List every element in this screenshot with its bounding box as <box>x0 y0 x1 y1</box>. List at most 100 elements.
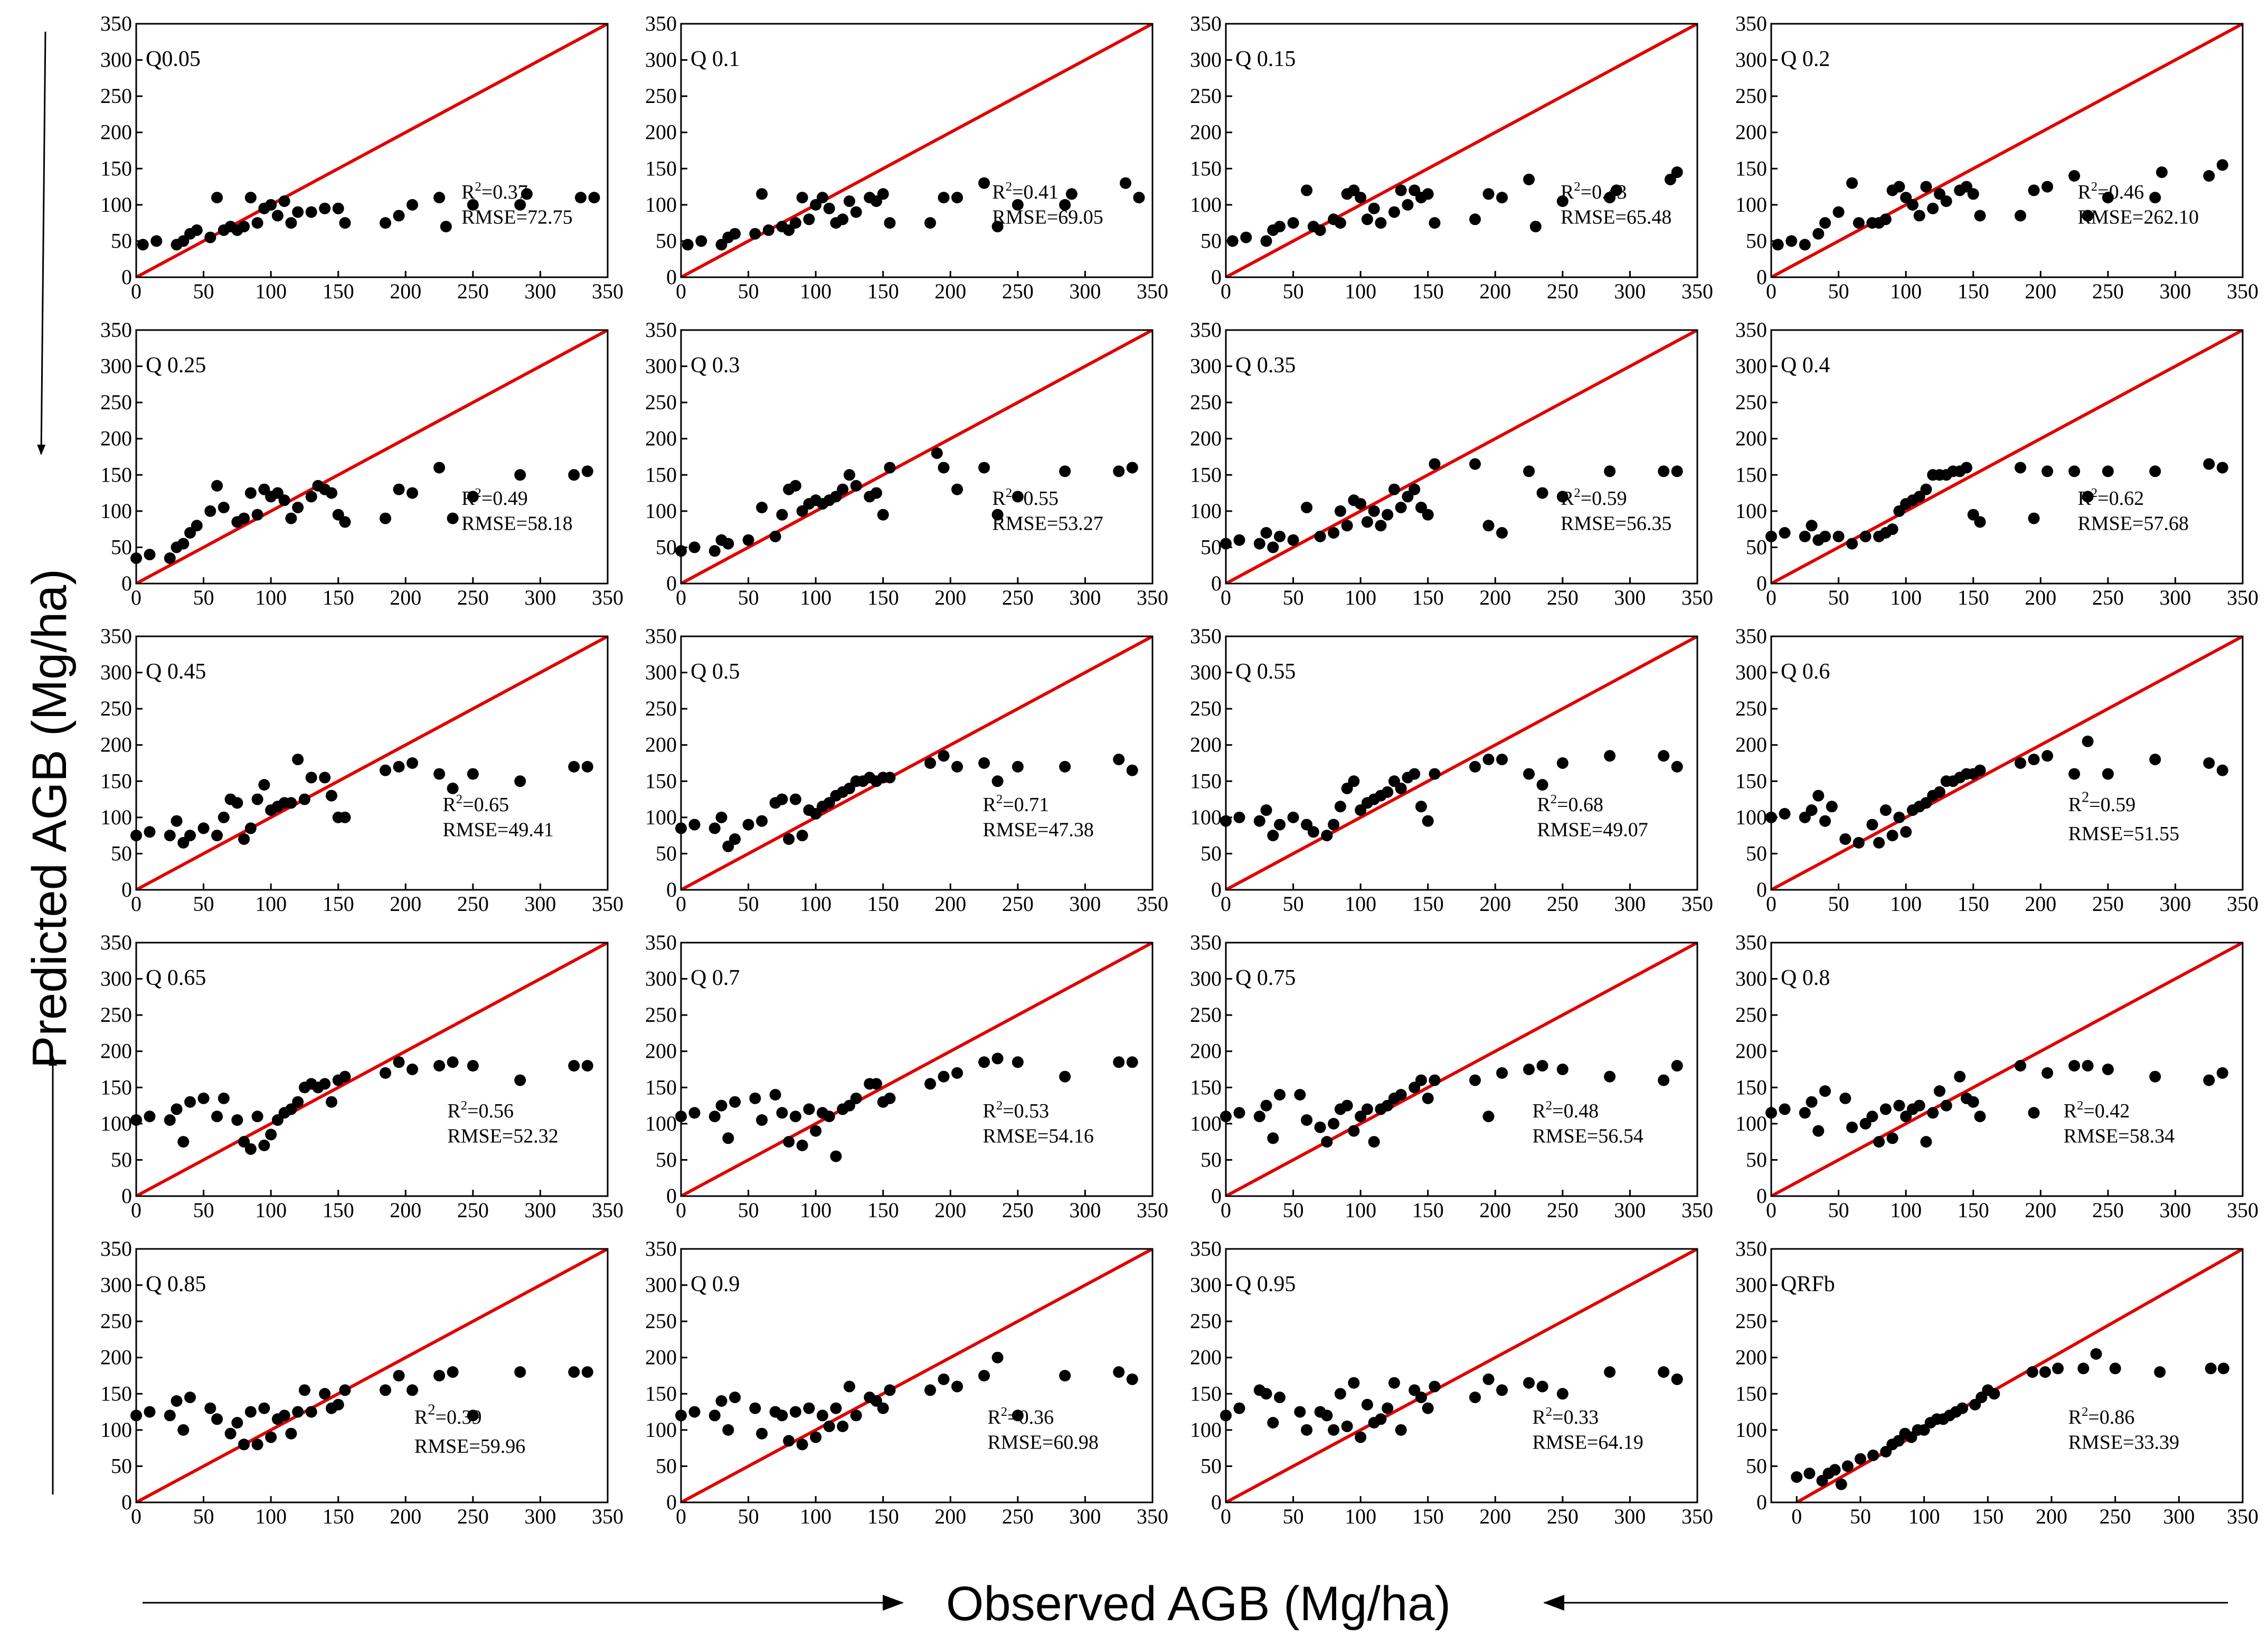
data-point <box>2028 1107 2040 1119</box>
x-tick-label: 350 <box>1137 279 1168 303</box>
y-tick-label: 0 <box>1756 878 1767 901</box>
y-tick-label: 150 <box>1190 156 1222 180</box>
x-tick-label: 200 <box>934 1505 966 1528</box>
data-point <box>1395 184 1407 196</box>
data-point <box>776 509 788 521</box>
y-tick-label: 100 <box>1735 193 1767 217</box>
data-point <box>1988 1388 2000 1400</box>
y-tick-label: 350 <box>1190 1237 1222 1261</box>
data-point <box>1604 1366 1616 1378</box>
data-point <box>258 1402 270 1414</box>
r-squared-label: R2=0.48 <box>1532 1098 1599 1122</box>
data-point <box>1267 830 1279 842</box>
data-point <box>1658 1366 1670 1378</box>
data-point <box>1314 530 1326 542</box>
x-tick-label: 0 <box>1221 586 1231 609</box>
x-tick-label: 250 <box>1002 279 1034 303</box>
y-tick-label: 50 <box>656 229 677 252</box>
data-point <box>688 541 701 553</box>
data-point <box>1806 804 1818 816</box>
data-point <box>467 1060 479 1072</box>
data-point <box>339 811 351 823</box>
data-point <box>204 1402 216 1414</box>
rmse-label: RMSE=65.48 <box>1561 206 1671 229</box>
y-tick-label: 100 <box>100 1112 132 1135</box>
x-tick-label: 250 <box>2092 892 2124 916</box>
x-tick-label: 0 <box>131 1198 141 1222</box>
x-tick-label: 150 <box>867 279 899 303</box>
panel-18: 0 50 100 150 200 250 300 350 0 50 100 150 200 250 300 3… <box>645 1237 1168 1528</box>
data-point <box>1274 221 1286 232</box>
data-point <box>238 512 250 524</box>
x-tick-label: 350 <box>592 279 623 303</box>
data-point <box>393 483 405 495</box>
panel-4: 0 50 100 150 200 250 300 350 0 50 100 150 200 250 300 3… <box>1735 12 2258 303</box>
x-tick-label: 50 <box>1283 279 1304 303</box>
data-point <box>688 1406 701 1418</box>
data-point <box>339 217 351 229</box>
y-tick-label: 150 <box>100 769 132 793</box>
data-point <box>1321 1409 1333 1422</box>
one-to-one-line <box>1226 1249 1697 1502</box>
data-point <box>1496 192 1508 204</box>
data-point <box>1422 815 1434 827</box>
y-tick-label: 0 <box>121 878 132 901</box>
data-point <box>1348 1125 1360 1137</box>
y-tick-label: 150 <box>645 769 677 793</box>
x-tick-label: 250 <box>457 1505 489 1528</box>
data-point <box>1321 830 1333 842</box>
data-point <box>938 1373 950 1385</box>
data-point <box>2102 465 2114 477</box>
x-tick-label: 150 <box>1958 892 1989 916</box>
r-squared-label: R2=0.62 <box>2077 486 2144 510</box>
plot-frame <box>1225 1248 1698 1503</box>
data-point <box>1368 505 1380 517</box>
data-point <box>1671 1373 1683 1385</box>
data-point <box>1866 1111 1878 1123</box>
data-point <box>1523 768 1535 780</box>
x-tick-label: 50 <box>193 586 214 609</box>
x-tick-label: 350 <box>2227 279 2258 303</box>
data-point <box>2216 159 2228 171</box>
data-point <box>1388 483 1400 495</box>
x-tick-label: 150 <box>867 1198 899 1222</box>
x-tick-label: 250 <box>1547 586 1579 609</box>
y-tick-label: 0 <box>1211 878 1222 901</box>
one-to-one-line <box>681 24 1152 277</box>
x-tick-label: 300 <box>1614 892 1646 916</box>
plot-frame <box>1225 329 1698 585</box>
data-point <box>823 202 835 214</box>
data-point <box>1819 815 1831 827</box>
data-point <box>298 1384 310 1396</box>
plot-frame <box>680 23 1154 278</box>
y-tick-label: 150 <box>100 463 132 486</box>
data-point <box>1375 217 1387 229</box>
data-point <box>238 833 250 845</box>
x-tick-label: 350 <box>2227 1198 2258 1222</box>
data-point <box>1348 775 1360 787</box>
data-point <box>2052 1362 2064 1375</box>
data-point <box>433 1060 446 1072</box>
x-tick-label: 50 <box>193 1505 214 1528</box>
data-point <box>2028 754 2040 766</box>
data-point <box>789 1406 801 1418</box>
y-tick-label: 250 <box>100 390 132 414</box>
y-tick-label: 0 <box>1756 571 1767 595</box>
data-point <box>1274 1391 1286 1404</box>
data-point <box>1832 206 1845 218</box>
x-tick-label: 150 <box>323 892 354 916</box>
data-point <box>1841 1460 1854 1472</box>
data-point <box>177 1136 190 1148</box>
panel-3: 0 50 100 150 200 250 300 350 0 50 100 150 200 250 300 3… <box>1190 12 1713 303</box>
data-point <box>924 757 937 769</box>
x-tick-label: 250 <box>2092 1198 2124 1222</box>
rmse-label: RMSE=54.16 <box>983 1125 1094 1148</box>
data-point <box>319 202 331 214</box>
data-point <box>756 1114 768 1126</box>
plot-frame <box>1225 635 1698 891</box>
x-tick-label: 300 <box>524 586 556 609</box>
panel-20: 0 50 100 150 200 250 300 350 0 50 100 150 200 250 300 3… <box>1735 1237 2258 1528</box>
one-to-one-line <box>1771 24 2243 277</box>
data-point <box>251 509 263 521</box>
y-tick-label: 150 <box>645 156 677 180</box>
